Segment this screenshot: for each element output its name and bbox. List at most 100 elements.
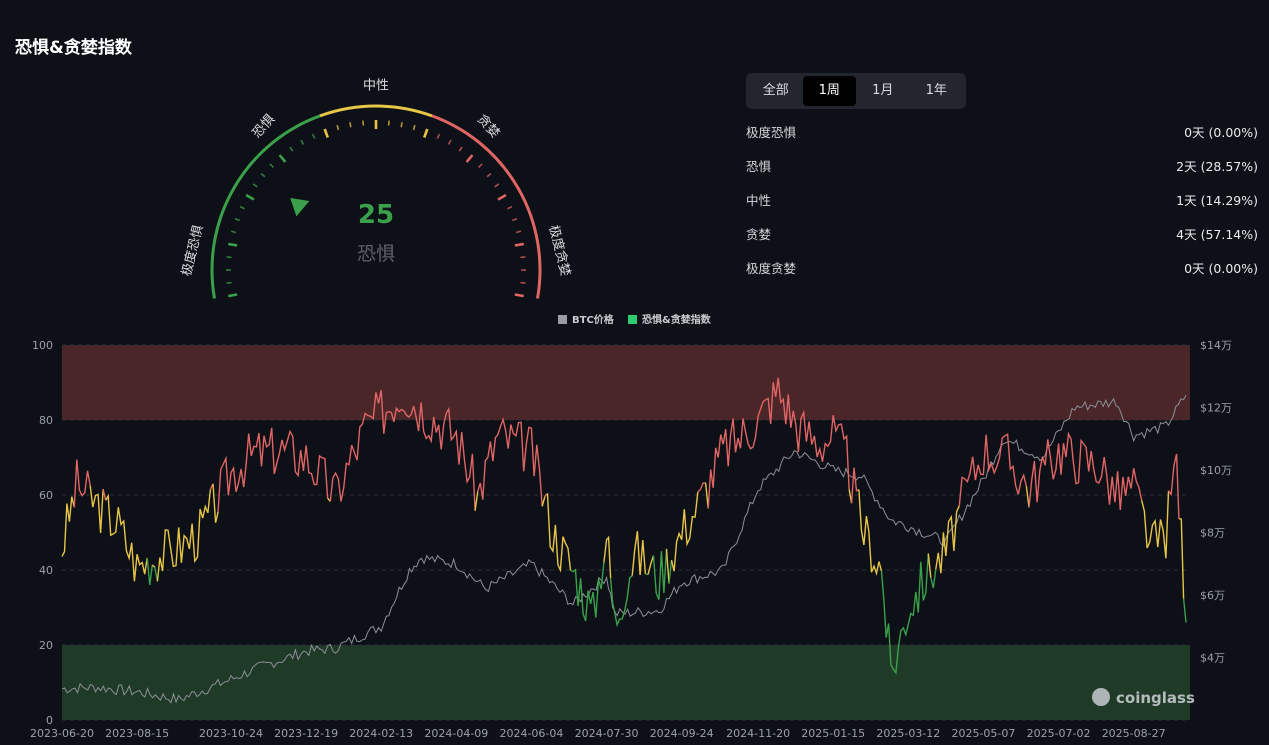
gauge-tick (514, 293, 524, 298)
stat-label: 中性 (746, 193, 772, 208)
y-right-tick-label: $6万 (1200, 589, 1225, 602)
x-tick-label: 2024-11-20 (726, 727, 790, 740)
gauge-tick (269, 163, 275, 169)
gauge-arc-fear (210, 114, 321, 299)
gauge-tick (423, 128, 429, 138)
gauge-label: 恐惧 (357, 243, 395, 265)
x-tick-label: 2024-06-04 (499, 727, 563, 740)
gauge-tick (252, 183, 258, 188)
stat-row-extreme-fear: 极度恐惧 0天 (0.00%) (746, 116, 1258, 150)
fear-greed-line-segment (603, 535, 612, 579)
legend-label-btc[interactable]: BTC价格 (572, 313, 615, 326)
gauge-zone-label: 恐惧 (249, 111, 278, 141)
fear-greed-line-segment (880, 553, 929, 675)
x-tick-label: 2025-07-02 (1027, 727, 1091, 740)
fear-greed-line-segment (329, 390, 476, 511)
btc-price-line (61, 394, 1187, 704)
stat-value: 0天 (0.00%) (1184, 125, 1258, 140)
gauge-tick (239, 205, 245, 210)
gauge-arc-neutral (319, 104, 433, 118)
gauge-value: 25 (358, 200, 394, 230)
tab-1-year[interactable]: 1年 (925, 83, 947, 98)
gauge-tick (465, 154, 474, 163)
y-right-tick-label: $4万 (1200, 652, 1225, 665)
gauge-tick (400, 122, 403, 128)
y-right-tick-label: $10万 (1200, 464, 1232, 477)
gauge-tick (323, 128, 329, 138)
fear-greed-line-segment (546, 493, 572, 573)
fear-greed-line-segment (652, 548, 668, 600)
gauge-tick (436, 133, 441, 139)
tab-1-week[interactable]: 1周 (802, 76, 856, 106)
gauge-tick (412, 124, 416, 131)
gauge-tick (311, 133, 316, 139)
time-range-tabs: 全部 1周 1月 1年 (746, 73, 966, 109)
gauge-tick (514, 242, 524, 247)
x-tick-label: 2023-08-15 (105, 727, 169, 740)
legend-label-index[interactable]: 恐惧&贪婪指数 (642, 313, 712, 326)
gauge-tick (349, 122, 352, 128)
fear-greed-line-segment (73, 459, 91, 508)
gauge-tick (497, 193, 507, 201)
gauge-zone-label: 极度恐惧 (178, 223, 206, 277)
tab-1-month[interactable]: 1月 (872, 83, 894, 98)
fear-greed-line-segment (647, 555, 655, 575)
fear-greed-line-segment (1182, 598, 1187, 623)
stat-label: 恐惧 (746, 159, 772, 174)
fear-greed-line-segment (217, 427, 329, 512)
gauge-tick (260, 172, 266, 178)
y-left-tick-label: 100 (32, 339, 53, 352)
y-left-tick-label: 80 (39, 414, 53, 427)
extreme-greed-zone (62, 345, 1190, 420)
stat-label: 贪婪 (746, 227, 772, 242)
fear-greed-line-segment (850, 467, 860, 504)
tab-all[interactable]: 全部 (762, 83, 789, 98)
stat-label: 极度贪婪 (746, 261, 797, 276)
gauge-tick (515, 230, 522, 234)
fear-greed-line-segment (930, 569, 937, 589)
y-right-tick-label: $14万 (1200, 339, 1232, 352)
fear-greed-line-segment (927, 553, 932, 578)
fear-greed-line-segment (697, 482, 706, 493)
stat-row-fear: 恐惧 2天 (28.57%) (746, 150, 1258, 184)
fear-greed-line-segment (477, 417, 543, 507)
fear-greed-line-segment (668, 560, 673, 584)
x-tick-label: 2024-04-09 (424, 727, 488, 740)
fear-greed-line-segment (631, 531, 647, 576)
stat-value: 2天 (28.57%) (1176, 159, 1258, 174)
stat-label: 极度恐惧 (746, 125, 797, 140)
fear-greed-line-segment (102, 488, 107, 501)
stat-row-greed: 贪婪 4天 (57.14%) (746, 218, 1258, 252)
y-left-tick-label: 0 (46, 714, 53, 727)
gauge-tick (458, 146, 463, 152)
gauge-needle-icon (290, 198, 310, 217)
stat-row-neutral: 中性 1天 (14.29%) (746, 184, 1258, 218)
x-tick-label: 2024-07-30 (575, 727, 639, 740)
fear-greed-line-segment (707, 377, 850, 509)
fear-greed-line-segment (704, 482, 709, 509)
y-right-tick-label: $8万 (1200, 527, 1225, 540)
gauge-zone-label: 极度贪婪 (545, 223, 573, 277)
stat-value: 4天 (57.14%) (1176, 227, 1258, 242)
fear-greed-line-segment (61, 496, 75, 557)
x-tick-label: 2024-09-24 (650, 727, 714, 740)
fear-greed-line-segment (541, 496, 546, 507)
gauge-tick (278, 154, 287, 163)
gauge-tick (336, 124, 340, 131)
gauge-tick (289, 146, 294, 152)
fear-greed-line-segment (858, 489, 883, 576)
fear-greed-line-segment (212, 483, 219, 523)
fear-greed-history-chart: 0 20 40 60 80 100 $4万 $6万 $8万 $10万 $12万 $14万 2023-06… (30, 313, 1232, 740)
gauge-arc-greed (431, 114, 542, 299)
x-tick-label: 2023-12-19 (274, 727, 338, 740)
gauge-tick (477, 163, 483, 169)
watermark: coinglass (1116, 689, 1195, 707)
y-left-tick-label: 40 (39, 564, 53, 577)
gauge-tick (230, 230, 237, 234)
fear-greed-line-segment (1028, 431, 1143, 510)
fear-greed-line-segment (670, 491, 699, 572)
extreme-fear-zone (62, 645, 1190, 720)
fear-greed-line-segment (665, 548, 670, 584)
fear-greed-line-segment (609, 575, 633, 628)
